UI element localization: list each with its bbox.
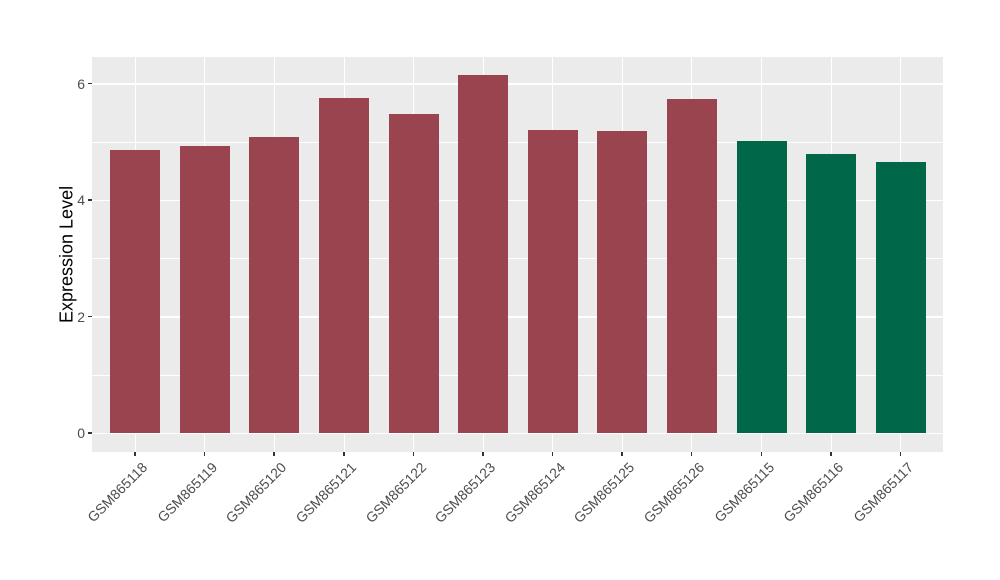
x-tick-mark-GSM865123 (482, 452, 484, 456)
x-tick-mark-GSM865117 (899, 452, 902, 456)
x-tick-label-GSM865124: GSM865124 (501, 459, 569, 526)
bar-GSM865116 (806, 153, 857, 433)
plot-panel (92, 57, 943, 452)
y-tick-label-2: 2 (77, 308, 85, 325)
x-tick-mark-GSM865122 (412, 452, 415, 456)
gridline-major-y-0 (92, 432, 943, 434)
x-tick-label-GSM865122: GSM865122 (362, 459, 429, 526)
x-tick-label-GSM865117: GSM865117 (849, 459, 916, 526)
bar-GSM865123 (458, 75, 509, 433)
x-tick-label-GSM865119: GSM865119 (154, 459, 221, 526)
x-tick-label-GSM865125: GSM865125 (570, 459, 638, 526)
y-axis-title: Expression Level (56, 185, 77, 324)
y-tick-mark-4 (88, 199, 92, 201)
y-tick-mark-2 (88, 315, 92, 318)
bar-GSM865115 (736, 140, 787, 433)
x-tick-mark-GSM865124 (551, 452, 554, 456)
bar-GSM865122 (388, 114, 439, 433)
x-tick-label-GSM865120: GSM865120 (222, 459, 290, 526)
x-tick-mark-GSM865118 (134, 452, 136, 456)
y-tick-mark-6 (88, 82, 92, 85)
gridline-minor-y-1 (92, 374, 943, 376)
y-tick-label-4: 4 (77, 192, 85, 209)
x-tick-label-GSM865118: GSM865118 (84, 459, 151, 526)
x-tick-mark-GSM865116 (830, 452, 832, 456)
bar-GSM865125 (597, 130, 648, 433)
x-tick-label-GSM865116: GSM865116 (780, 459, 847, 526)
bar-GSM865126 (666, 98, 717, 433)
gridline-major-y-2 (92, 316, 943, 318)
x-tick-mark-GSM865126 (690, 452, 693, 456)
x-tick-label-GSM865115: GSM865115 (710, 459, 777, 526)
gridline-minor-y-3 (92, 258, 943, 260)
x-tick-label-GSM865123: GSM865123 (431, 459, 499, 526)
gridline-major-y-4 (92, 199, 943, 202)
bar-GSM865119 (179, 146, 230, 433)
x-tick-mark-GSM865121 (343, 452, 345, 456)
bar-GSM865117 (875, 161, 926, 433)
bar-GSM865118 (110, 150, 161, 433)
y-tick-label-6: 6 (77, 75, 85, 92)
x-tick-mark-GSM865120 (273, 452, 275, 456)
bar-GSM865120 (249, 137, 300, 433)
y-tick-mark-0 (88, 432, 92, 434)
y-tick-label-0: 0 (77, 425, 85, 441)
x-tick-mark-GSM865115 (760, 452, 763, 456)
gridline-major-y-6 (92, 83, 943, 85)
x-tick-mark-GSM865125 (621, 452, 623, 456)
x-tick-label-GSM865126: GSM865126 (640, 459, 708, 526)
gridline-minor-y-5 (92, 142, 943, 143)
x-tick-mark-GSM865119 (203, 452, 206, 456)
bar-GSM865124 (527, 129, 578, 433)
x-tick-label-GSM865121: GSM865121 (292, 459, 360, 526)
bar-GSM865121 (319, 97, 370, 433)
